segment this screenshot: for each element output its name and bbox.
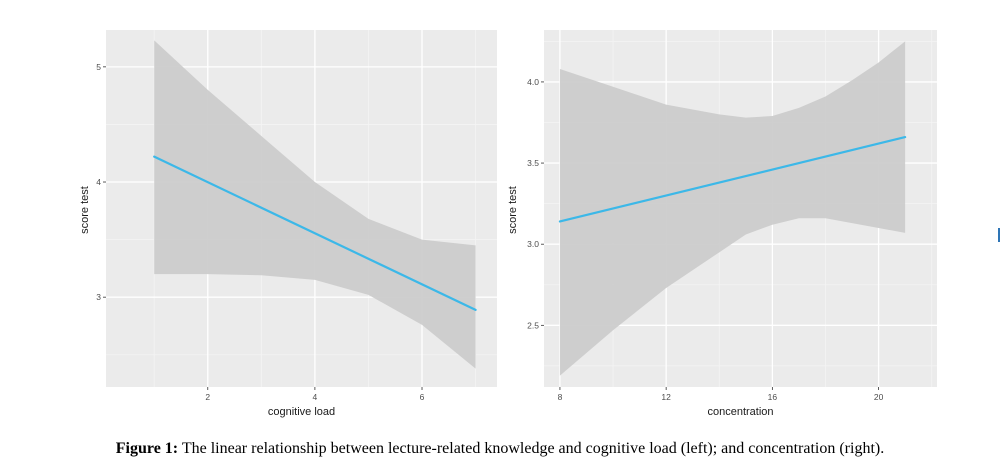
y-tick-label: 4.0 xyxy=(527,77,539,87)
y-tick-label: 3.0 xyxy=(527,239,539,249)
x-axis-title: concentration xyxy=(707,406,773,418)
regression-line xyxy=(558,136,907,223)
regression-line xyxy=(153,155,477,311)
y-tick-label: 4 xyxy=(96,177,101,187)
right-chart-panel: 8 12 16 20 2.5 3.0 3.5 4.0 concentration score te… xyxy=(507,30,937,418)
x-tick-label: 2 xyxy=(205,392,210,402)
x-tick-label: 12 xyxy=(661,392,671,402)
y-tick-label: 3.5 xyxy=(527,158,539,168)
figure-caption: Figure 1: The linear relationship betwee… xyxy=(0,440,1000,458)
figure-canvas: 2 4 6 3 4 5 cognitive load score test 8 12 16 20 2.5… xyxy=(79,30,937,418)
y-axis-title: score test xyxy=(79,186,91,234)
y-axis-title: score test xyxy=(507,186,519,234)
y-tick-label: 5 xyxy=(96,62,101,72)
x-axis-title: cognitive load xyxy=(268,406,335,418)
y-tick-label: 3 xyxy=(96,292,101,302)
caption-text: The linear relationship between lecture-… xyxy=(178,440,885,457)
x-tick-label: 4 xyxy=(313,392,318,402)
left-chart-panel: 2 4 6 3 4 5 cognitive load score test xyxy=(79,30,497,418)
x-tick-label: 8 xyxy=(558,392,563,402)
cursor-mark xyxy=(998,228,1000,242)
x-tick-label: 6 xyxy=(420,392,425,402)
confidence-band xyxy=(559,41,906,376)
x-tick-label: 16 xyxy=(768,392,778,402)
caption-label: Figure 1: xyxy=(115,440,179,457)
x-tick-label: 20 xyxy=(874,392,884,402)
y-tick-label: 2.5 xyxy=(527,320,539,330)
confidence-band xyxy=(154,40,476,369)
